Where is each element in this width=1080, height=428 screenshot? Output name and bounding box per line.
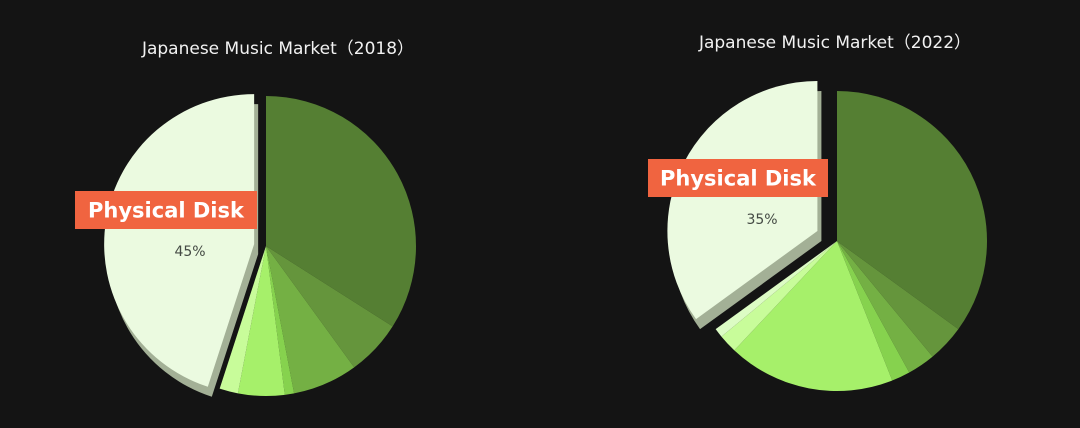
pie-slice-6 xyxy=(715,241,837,337)
callout-background xyxy=(648,159,828,197)
callout-label: Physical Disk xyxy=(660,167,817,191)
callout-label: Physical Disk xyxy=(88,199,245,223)
physical-disk-callout: Physical Disk xyxy=(75,191,257,229)
pie-slice-2 xyxy=(837,241,933,373)
pie-slice-6 xyxy=(104,94,255,387)
chart-title-2018: Japanese Music Market（2018） xyxy=(141,39,414,59)
pie-chart-2022: Japanese Music Market（2022） 35% Physical … xyxy=(648,33,987,392)
physical-disk-callout: Physical Disk xyxy=(648,159,828,197)
pie-slice-0 xyxy=(266,96,416,327)
pie-slice-5 xyxy=(219,246,266,394)
chart-title-2022: Japanese Music Market（2022） xyxy=(698,33,971,53)
pie-slice-percentage-label: 35% xyxy=(746,212,777,228)
pie-slice-3 xyxy=(837,241,910,381)
pie-chart-2018: Japanese Music Market（2018） 45% Physical … xyxy=(75,39,416,397)
pie-slice-7 xyxy=(667,81,818,320)
pie-slices-2018: 45% Physical Disk xyxy=(75,94,416,397)
pie-slice-3 xyxy=(266,246,295,395)
callout-background xyxy=(75,191,257,229)
pie-slice-2 xyxy=(266,246,355,394)
pie-slice-5 xyxy=(721,241,837,351)
pie-slice-0 xyxy=(837,91,987,330)
pie-slice-4 xyxy=(734,241,893,392)
pie-slice-4 xyxy=(237,246,285,397)
pie-slices-2022: 35% Physical Disk xyxy=(648,81,987,392)
pie-slice-percentage-label: 45% xyxy=(174,244,205,260)
pie-slice-1 xyxy=(837,241,959,357)
pie-slice-1 xyxy=(266,246,393,368)
